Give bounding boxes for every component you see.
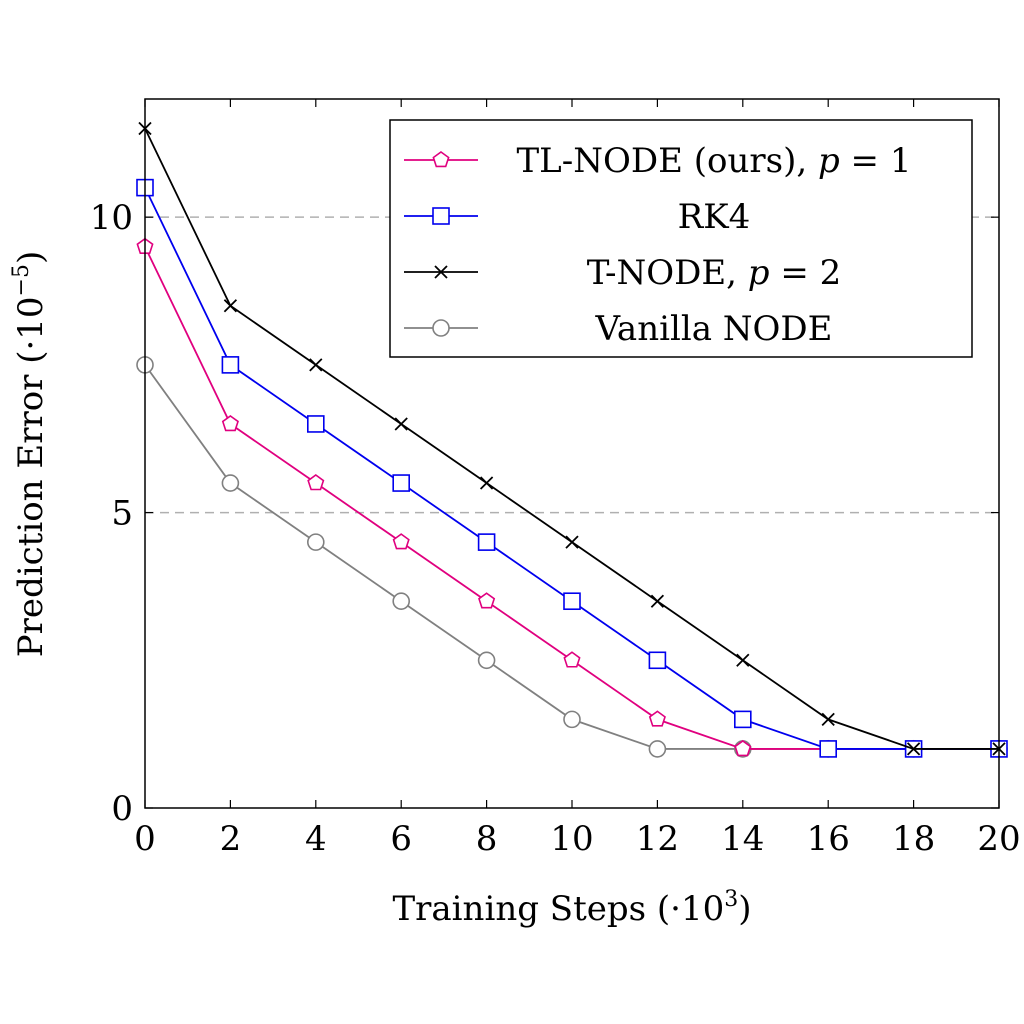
data-point <box>563 592 581 611</box>
x-tick-label: 14 <box>721 819 764 859</box>
data-point <box>477 533 496 551</box>
x-tick-label: 4 <box>305 819 327 859</box>
x-axis-label: Training Steps (·103) <box>392 887 751 929</box>
series-line <box>144 364 999 750</box>
y-tick-label: 5 <box>111 494 133 534</box>
data-point <box>306 533 325 551</box>
x-tick-label: 20 <box>977 819 1020 859</box>
data-point <box>306 415 325 433</box>
y-tick-label: 10 <box>90 198 133 238</box>
data-point <box>221 414 239 432</box>
data-point <box>819 740 838 758</box>
legend-label: Vanilla NODE <box>594 309 832 349</box>
data-point <box>648 710 666 727</box>
data-point <box>563 651 581 668</box>
data-point <box>650 594 665 608</box>
x-tick-label: 8 <box>476 819 498 859</box>
data-point <box>906 742 921 756</box>
data-point <box>223 299 238 313</box>
legend-marker <box>434 265 448 279</box>
data-point <box>479 476 494 490</box>
legend-marker <box>432 151 450 168</box>
legend-entries: TL-NODE (ours), p = 1 RK4 T-NODE, p = 2 Van… <box>404 141 911 349</box>
legend-box <box>389 119 973 358</box>
legend: TL-NODE (ours), p = 1 RK4 T-NODE, p = 2 Van… <box>389 119 973 358</box>
legend-entry: TL-NODE (ours), p = 1 <box>404 141 911 181</box>
legend-label: T-NODE, p = 2 <box>587 253 842 293</box>
data-point <box>392 592 411 611</box>
legend-label: RK4 <box>678 197 751 237</box>
x-tick-label: 6 <box>390 819 412 859</box>
series-layer <box>136 121 1008 758</box>
data-point <box>648 740 667 758</box>
x-tick-label: 2 <box>220 819 242 859</box>
legend-entry: Vanilla NODE <box>404 309 833 349</box>
x-tick-label: 18 <box>892 819 935 859</box>
x-tick-label: 0 <box>134 819 156 859</box>
data-point <box>221 356 240 374</box>
data-point <box>309 358 323 372</box>
y-tick-label: 0 <box>111 789 133 829</box>
data-point <box>563 710 581 729</box>
data-point <box>733 710 752 729</box>
y-axis-label: Prediction Error (·10−5) <box>9 251 51 658</box>
legend-marker <box>432 207 450 225</box>
x-tick-label: 16 <box>807 819 850 859</box>
data-point <box>392 474 411 492</box>
data-point <box>221 474 240 492</box>
legend-entry: T-NODE, p = 2 <box>404 253 841 293</box>
legend-label: TL-NODE (ours), p = 1 <box>517 141 912 181</box>
data-point <box>648 651 667 670</box>
data-point <box>478 592 496 609</box>
series-cross <box>138 121 1006 756</box>
legend-marker <box>432 319 450 337</box>
data-point <box>734 739 752 757</box>
series-circle <box>136 356 1008 758</box>
data-point <box>394 417 408 431</box>
axis-layer: 0 2 4 6 8 10 12 14 16 18 20 0 5 10 <box>90 99 1021 859</box>
data-point <box>736 653 750 667</box>
x-tick-label: 10 <box>550 819 593 859</box>
data-point <box>307 474 325 491</box>
data-point <box>392 533 410 550</box>
data-point <box>821 712 835 727</box>
legend-entry: RK4 <box>404 197 750 237</box>
data-point <box>565 535 579 549</box>
x-tick-label: 12 <box>636 819 679 859</box>
data-point <box>477 651 496 670</box>
